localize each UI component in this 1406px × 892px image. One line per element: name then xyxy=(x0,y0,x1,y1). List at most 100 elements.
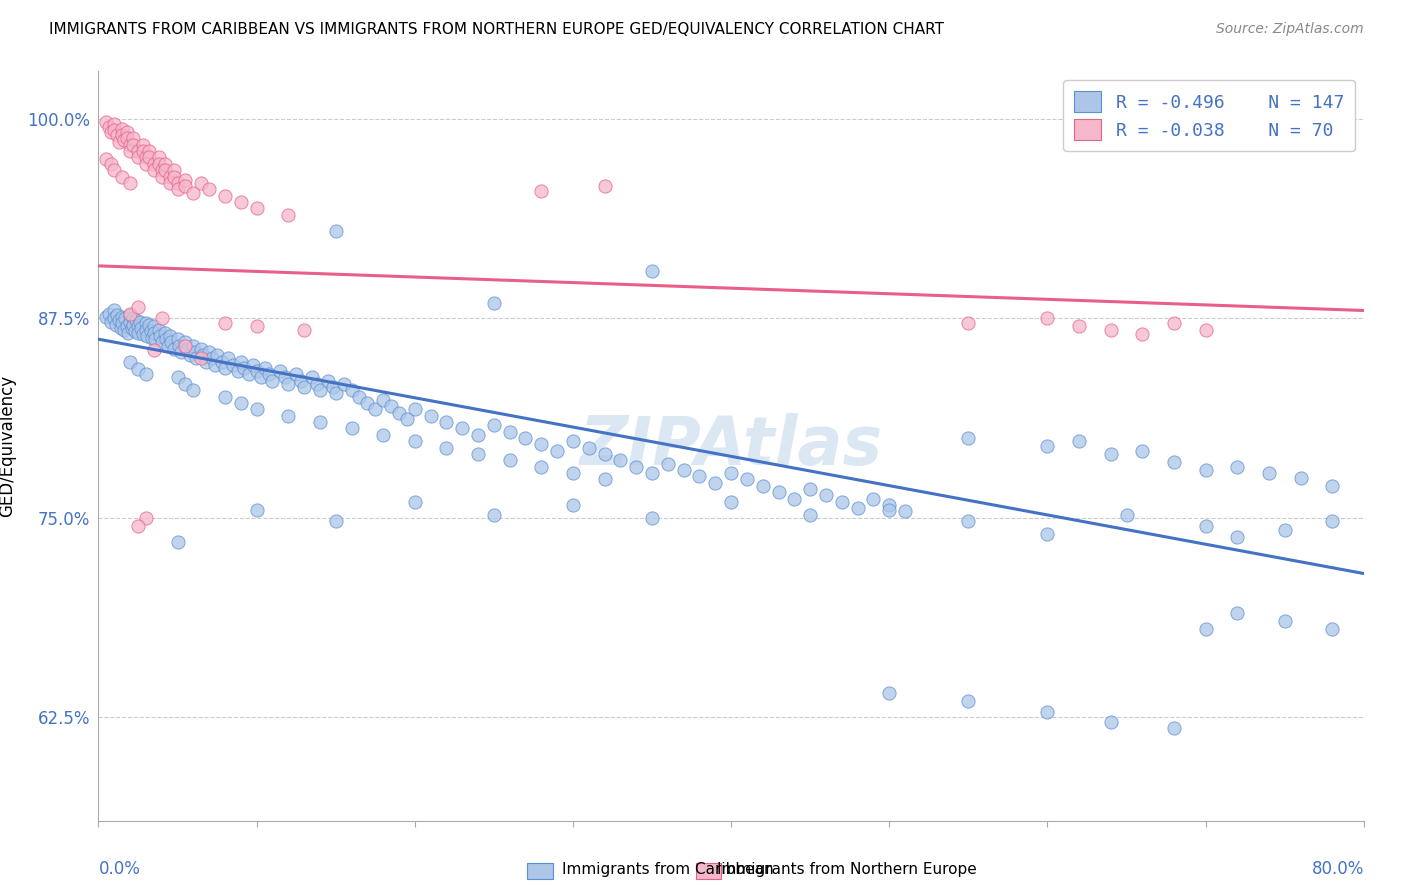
Point xyxy=(799,508,821,522)
Point xyxy=(163,163,186,178)
Point xyxy=(371,427,394,442)
Point xyxy=(150,169,173,184)
Point xyxy=(1163,316,1185,330)
Point xyxy=(1322,514,1344,528)
Point xyxy=(100,125,122,139)
Point xyxy=(233,360,256,375)
Point xyxy=(1036,526,1059,541)
Y-axis label: GED/Equivalency: GED/Equivalency xyxy=(0,375,15,517)
Point xyxy=(1036,439,1059,453)
Point xyxy=(371,392,394,407)
Point xyxy=(720,466,742,480)
Point xyxy=(340,421,363,435)
Point xyxy=(242,358,264,372)
Point xyxy=(259,368,281,382)
Point xyxy=(166,182,188,196)
Point xyxy=(309,383,332,397)
Point xyxy=(246,202,269,216)
Point xyxy=(609,453,631,467)
Point xyxy=(139,324,162,338)
Point xyxy=(1130,443,1153,458)
Point xyxy=(135,151,157,165)
Point xyxy=(751,479,773,493)
Point xyxy=(174,335,197,350)
Point xyxy=(205,348,228,362)
Point xyxy=(1289,471,1312,485)
Point xyxy=(186,351,208,366)
Point xyxy=(148,323,170,337)
Point xyxy=(419,409,441,423)
Point xyxy=(183,338,205,352)
Point xyxy=(129,321,152,335)
Point xyxy=(1226,459,1249,474)
Point xyxy=(546,443,568,458)
Point xyxy=(325,386,347,401)
Point xyxy=(135,510,157,524)
Point xyxy=(1322,479,1344,493)
Point xyxy=(530,459,553,474)
Point xyxy=(253,360,276,375)
Point xyxy=(127,301,149,315)
Point xyxy=(877,498,900,512)
Point xyxy=(174,173,197,187)
Point xyxy=(1194,518,1216,533)
Point xyxy=(482,508,505,522)
Point xyxy=(153,163,176,178)
Point xyxy=(153,157,176,171)
Point xyxy=(157,338,180,352)
Point xyxy=(103,311,125,326)
Point xyxy=(274,370,297,384)
Point xyxy=(111,128,134,142)
Point xyxy=(138,151,160,165)
Point xyxy=(1036,311,1059,326)
Point xyxy=(467,447,489,461)
Point xyxy=(98,120,121,135)
Point xyxy=(112,323,135,337)
Point xyxy=(530,184,553,198)
Point xyxy=(204,358,226,372)
Point xyxy=(894,504,917,518)
Point xyxy=(111,316,134,330)
Point xyxy=(1322,623,1344,637)
Point xyxy=(110,321,132,335)
Point xyxy=(332,376,354,391)
Point xyxy=(814,488,837,502)
Point xyxy=(290,374,312,388)
Point xyxy=(169,345,191,359)
Point xyxy=(262,374,284,388)
Point xyxy=(198,345,221,359)
Point xyxy=(100,157,122,171)
Point xyxy=(349,390,371,404)
Point xyxy=(277,409,299,423)
Point xyxy=(688,469,710,483)
Point xyxy=(174,376,197,391)
Point xyxy=(127,151,149,165)
Text: Immigrants from Caribbean: Immigrants from Caribbean xyxy=(562,863,775,877)
Point xyxy=(1163,721,1185,735)
Point xyxy=(1226,530,1249,544)
Point xyxy=(561,434,585,449)
Point xyxy=(142,163,165,178)
Point xyxy=(482,295,505,310)
Point xyxy=(190,176,212,190)
Point xyxy=(103,117,125,131)
Point xyxy=(96,152,118,166)
Point xyxy=(190,342,212,356)
Point xyxy=(957,694,980,708)
Point xyxy=(364,402,387,417)
Point xyxy=(159,176,181,190)
Point xyxy=(194,354,218,368)
Point xyxy=(198,182,221,196)
Point xyxy=(641,263,664,277)
Point xyxy=(467,427,489,442)
Text: Source: ZipAtlas.com: Source: ZipAtlas.com xyxy=(1216,22,1364,37)
Point xyxy=(214,360,236,375)
Point xyxy=(498,453,520,467)
Point xyxy=(120,176,141,190)
Point xyxy=(160,335,183,350)
Point xyxy=(127,319,149,334)
Point xyxy=(107,308,129,322)
Point xyxy=(957,316,980,330)
Legend: R = -0.496    N = 147, R = -0.038    N = 70: R = -0.496 N = 147, R = -0.038 N = 70 xyxy=(1063,80,1355,151)
Point xyxy=(104,318,127,332)
